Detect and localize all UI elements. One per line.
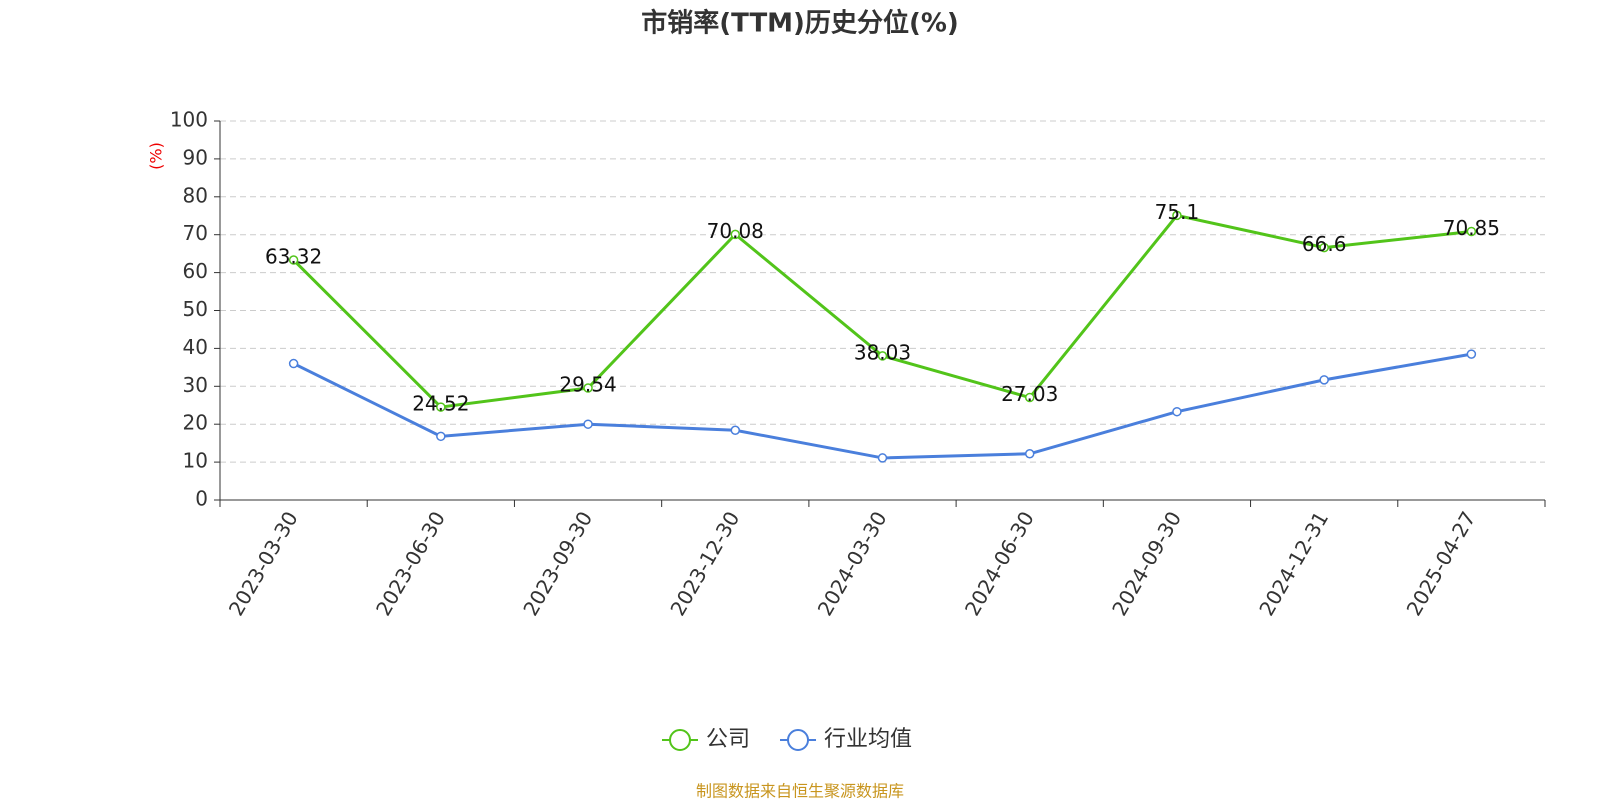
- source-note: 制图数据来自恒生聚源数据库: [696, 782, 904, 800]
- data-label: 27.03: [1001, 382, 1058, 406]
- data-label: 38.03: [854, 340, 911, 364]
- x-tick-label: 2024-03-30: [813, 507, 892, 620]
- x-tick-label: 2024-09-30: [1107, 507, 1186, 620]
- y-axis-label: (%): [147, 142, 166, 170]
- x-tick-label: 2023-12-30: [665, 507, 744, 620]
- data-point: [1024, 392, 1035, 403]
- data-label: 66.6: [1302, 232, 1347, 256]
- data-point: [1172, 210, 1182, 221]
- data-point: [1466, 226, 1477, 237]
- legend-label: 行业均值: [824, 727, 912, 752]
- data-point: [288, 358, 299, 369]
- series-line: [292, 213, 1472, 409]
- data-point: [436, 402, 446, 412]
- data-label: 24.52: [412, 392, 469, 416]
- y-tick-label: 20: [183, 411, 208, 435]
- y-tick-label: 90: [183, 145, 208, 169]
- data-label: 29.54: [559, 373, 616, 397]
- y-tick-label: 80: [183, 183, 208, 207]
- x-tick-label: 2025-04-27: [1402, 507, 1481, 620]
- legend-marker: [669, 729, 691, 751]
- data-point: [877, 351, 888, 361]
- data-point: [436, 431, 446, 442]
- series-line: [292, 352, 1472, 460]
- data-point: [1172, 406, 1182, 417]
- x-tick-label: 2023-09-30: [518, 507, 597, 620]
- y-tick-label: 100: [170, 108, 208, 132]
- y-tick-label: 40: [183, 335, 208, 359]
- data-label: 70.85: [1443, 216, 1500, 240]
- y-tick-label: 70: [183, 221, 208, 245]
- x-tick-label: 2023-06-30: [371, 507, 450, 620]
- y-tick-label: 0: [195, 487, 208, 511]
- data-point: [1024, 449, 1035, 459]
- x-tick-label: 2023-03-30: [224, 507, 303, 620]
- chart-title: 市销率(TTM)历史分位(%): [641, 8, 959, 39]
- y-tick-label: 10: [183, 449, 208, 473]
- data-point: [1319, 242, 1329, 253]
- data-point: [730, 425, 741, 436]
- data-point: [583, 419, 593, 429]
- y-tick-label: 60: [183, 259, 208, 283]
- data-point: [583, 383, 593, 393]
- y-tick-label: 30: [183, 373, 208, 397]
- x-tick-label: 2024-06-30: [960, 507, 1039, 620]
- x-tick-label: 2024-12-31: [1254, 507, 1333, 620]
- data-point: [1466, 349, 1477, 359]
- data-label: 75.1: [1155, 200, 1200, 224]
- data-point: [1319, 375, 1329, 385]
- legend-label: 公司: [706, 727, 750, 752]
- data-point: [730, 229, 741, 240]
- data-point: [877, 453, 888, 463]
- data-label: 70.08: [707, 219, 764, 243]
- y-tick-label: 50: [183, 297, 208, 321]
- data-label: 63.32: [265, 245, 322, 269]
- data-point: [288, 255, 299, 265]
- legend-marker: [787, 729, 810, 751]
